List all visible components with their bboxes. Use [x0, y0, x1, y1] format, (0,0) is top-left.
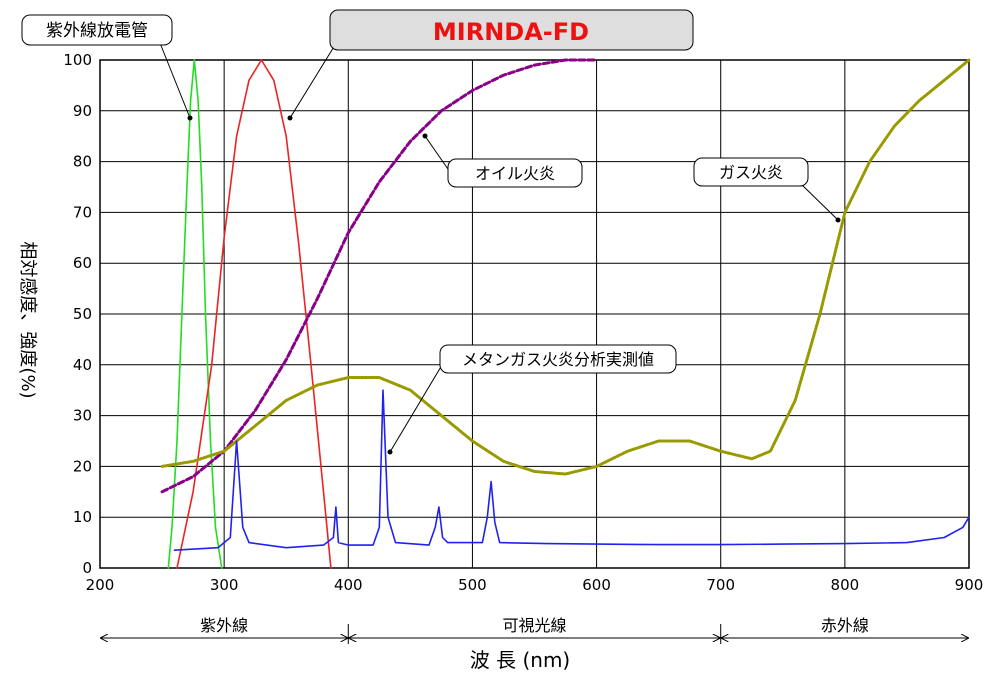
annotation-mirnda: MIRNDA-FD	[329, 9, 694, 51]
annotation-uv-tube-label: 紫外線放電管	[46, 21, 148, 41]
leader-oil-flame	[424, 135, 451, 173]
series-line-0	[167, 59, 223, 569]
annotation-methane-label: メタンガス火炎分析実測値	[462, 350, 654, 369]
annotation-mirnda-label: MIRNDA-FD	[433, 18, 589, 46]
dot-uv-tube	[187, 115, 193, 121]
x-tick-label: 700	[706, 576, 735, 594]
x-axis-title: 波 長 (nm)	[470, 648, 570, 672]
y-axis-title: 相対感度、強度(%)	[17, 241, 38, 398]
x-tick-label: 800	[831, 576, 860, 594]
annotation-oil-flame: オイル火炎	[447, 158, 583, 188]
annotation-dots	[187, 115, 841, 455]
x-tick-label: 400	[334, 576, 363, 594]
y-tick-label: 60	[73, 254, 92, 272]
series-line-1	[176, 59, 332, 569]
x-tick-label: 200	[86, 576, 115, 594]
annotation-leaders	[159, 42, 839, 453]
y-tick-label: 20	[73, 457, 92, 475]
y-tick-label: 0	[82, 559, 92, 577]
x-tick-label: 600	[582, 576, 611, 594]
leader-methane	[389, 359, 446, 453]
series-line-2	[160, 58, 599, 494]
leader-gas-flame	[799, 182, 839, 221]
band-label-1: 可視光線	[502, 616, 566, 635]
dot-methane	[387, 449, 393, 455]
annotation-gas-flame: ガス火炎	[693, 157, 809, 187]
leader-mirnda	[289, 44, 336, 119]
dot-oil-flame	[422, 133, 428, 139]
y-tick-label: 40	[73, 356, 92, 374]
dot-mirnda	[287, 115, 293, 121]
annotation-oil-flame-label: オイル火炎	[475, 164, 555, 183]
leader-uv-tube	[159, 42, 191, 119]
x-tick-label: 300	[210, 576, 239, 594]
y-tick-label: 80	[73, 153, 92, 171]
series-line-3	[160, 58, 971, 476]
series-line-4	[173, 389, 970, 551]
y-tick-label: 30	[73, 407, 92, 425]
x-tick-label: 900	[955, 576, 984, 594]
y-tick-label: 50	[73, 305, 92, 323]
x-tick-labels: 200 300 400 500 600 700 800 900	[86, 576, 984, 594]
y-tick-label: 90	[73, 102, 92, 120]
dot-gas-flame	[835, 217, 841, 223]
annotation-gas-flame-label: ガス火炎	[719, 163, 783, 182]
x-tick-label: 500	[458, 576, 487, 594]
band-label-0: 紫外線	[200, 616, 248, 635]
y-tick-label: 10	[73, 508, 92, 526]
y-tick-labels: 0 10 20 30 40 50 60 70 80 90 100	[63, 51, 92, 577]
wavelength-bands: 紫外線 可視光線 赤外線	[101, 616, 968, 644]
band-label-2: 赤外線	[821, 616, 869, 635]
annotation-methane: メタンガス火炎分析実測値	[439, 344, 677, 374]
data-series	[160, 58, 971, 569]
annotation-uv-tube: 紫外線放電管	[21, 14, 173, 46]
y-tick-label: 100	[63, 51, 92, 69]
y-tick-label: 70	[73, 203, 92, 221]
